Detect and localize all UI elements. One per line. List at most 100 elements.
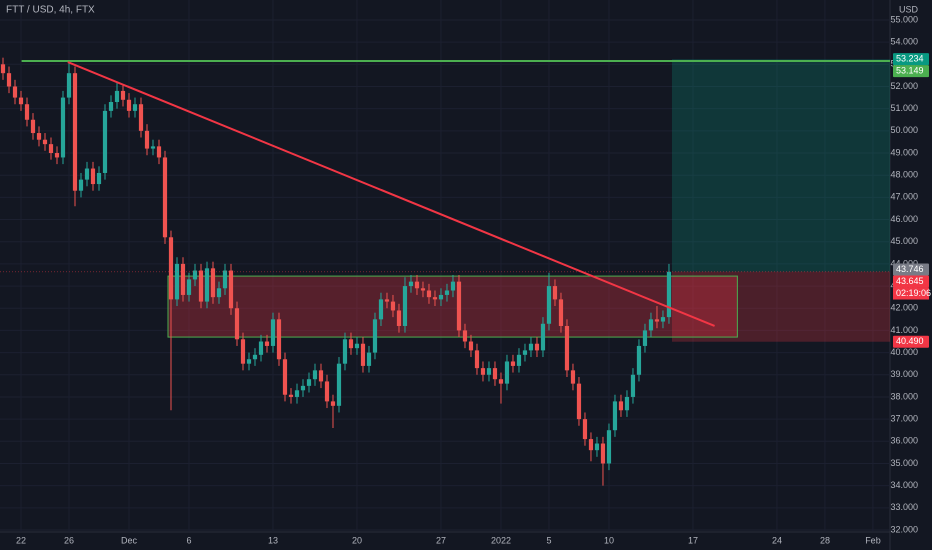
candle-body <box>60 97 66 158</box>
candle-body <box>372 319 378 353</box>
x-tick-label: 24 <box>772 535 782 545</box>
y-tick-label: 36.000 <box>890 436 918 446</box>
candle-body <box>666 271 672 318</box>
candle-body <box>516 354 522 366</box>
candle-body <box>480 368 486 375</box>
candle-body <box>600 443 606 464</box>
x-tick-label: 2022 <box>491 535 511 545</box>
x-tick-label: 17 <box>688 535 698 545</box>
candle-body <box>72 73 78 191</box>
candle-body <box>42 139 48 145</box>
candle-body <box>558 299 564 326</box>
candle-body <box>312 370 318 380</box>
candle-body <box>462 330 468 342</box>
countdown-bg <box>893 287 929 300</box>
candle-body <box>330 401 336 406</box>
candle-body <box>432 297 438 300</box>
candle-body <box>654 319 660 322</box>
y-tick-label: 49.000 <box>890 147 918 157</box>
chart-title: FTT / USD, 4h, FTX <box>6 5 95 16</box>
candle-body <box>132 104 138 111</box>
candle-body <box>168 237 174 300</box>
candle-body <box>576 383 582 420</box>
candle-body <box>240 339 246 364</box>
candle-body <box>186 279 192 295</box>
y-tick-label: 44.000 <box>890 258 918 268</box>
candle-body <box>456 281 462 331</box>
x-tick-label: 28 <box>820 535 830 545</box>
candle-body <box>426 290 432 298</box>
y-tick-label: 39.000 <box>890 369 918 379</box>
candle-body <box>252 354 258 360</box>
candle-body <box>198 270 204 302</box>
candle-body <box>180 263 186 295</box>
candle-body <box>450 281 456 291</box>
candle-body <box>126 99 132 111</box>
candle-body <box>12 86 18 98</box>
candle-body <box>360 343 366 366</box>
y-tick-label: 54.000 <box>890 37 918 47</box>
stop-zone <box>671 271 890 342</box>
candle-body <box>30 119 36 134</box>
price-label-bg <box>893 335 929 348</box>
candle-body <box>18 97 24 105</box>
price-label-bg <box>893 275 929 288</box>
candle-body <box>210 268 216 298</box>
candle-body <box>594 443 600 451</box>
price-label-bg <box>893 65 929 78</box>
candle-body <box>6 73 12 87</box>
candle-body <box>108 102 114 111</box>
candle-body <box>234 308 240 340</box>
candle-body <box>342 339 348 364</box>
candle-body <box>300 385 306 391</box>
candle-body <box>138 104 144 131</box>
candle-body <box>606 430 612 464</box>
y-tick-label: 40.000 <box>890 347 918 357</box>
candle-body <box>102 110 108 173</box>
candle-body <box>492 368 498 380</box>
y-tick-label: 52.000 <box>890 81 918 91</box>
x-tick-label: 13 <box>268 535 278 545</box>
x-tick-label: 6 <box>186 535 191 545</box>
candle-body <box>90 168 96 185</box>
y-tick-label: 45.000 <box>890 236 918 246</box>
candle-body <box>120 90 126 100</box>
candle-body <box>618 401 624 411</box>
candle-body <box>150 146 156 149</box>
price-label: 53.149 <box>896 65 924 75</box>
y-tick-label: 37.000 <box>890 413 918 423</box>
x-tick-label: 5 <box>546 535 551 545</box>
candle-body <box>54 153 60 158</box>
candle-body <box>288 394 294 397</box>
candle-body <box>486 368 492 375</box>
candle-body <box>324 381 330 402</box>
candles <box>0 57 672 486</box>
candle-body <box>294 390 300 397</box>
y-tick-label: 50.000 <box>890 125 918 135</box>
candle-body <box>66 73 72 98</box>
candle-body <box>276 319 282 360</box>
candle-body <box>552 286 558 300</box>
candle-body <box>270 319 276 346</box>
candle-body <box>588 439 594 451</box>
candle-body <box>192 270 198 280</box>
candle-body <box>504 361 510 384</box>
candle-body <box>366 352 372 366</box>
x-tick-label: 10 <box>604 535 614 545</box>
price-label-bg <box>893 53 929 66</box>
candle-body <box>624 396 630 411</box>
x-tick-label: 20 <box>352 535 362 545</box>
x-tick-label: Dec <box>121 535 138 545</box>
y-tick-label: 46.000 <box>890 214 918 224</box>
candle-body <box>390 301 396 311</box>
y-tick-label: 55.000 <box>890 14 918 24</box>
candle-body <box>282 359 288 395</box>
target-zone <box>671 59 890 272</box>
candle-body <box>258 341 264 355</box>
countdown: 02:19:06 <box>896 288 931 298</box>
candle-body <box>354 343 360 349</box>
candle-body <box>474 350 480 369</box>
x-tick-label: Feb <box>865 535 881 545</box>
candle-body <box>24 104 30 120</box>
y-tick-label: 47.000 <box>890 192 918 202</box>
